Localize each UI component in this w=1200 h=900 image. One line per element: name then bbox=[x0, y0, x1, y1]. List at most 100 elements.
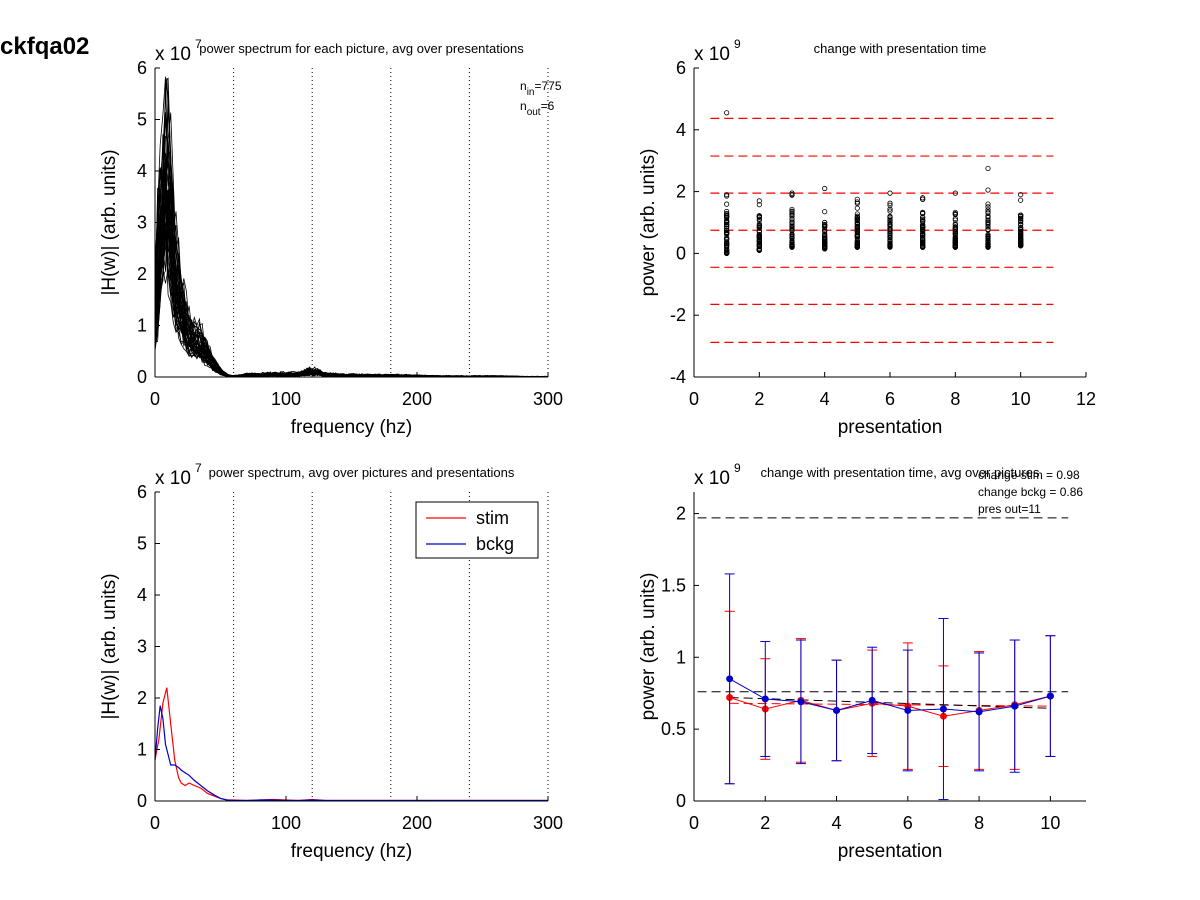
presentation-point bbox=[756, 217, 762, 223]
presentation-point bbox=[985, 204, 991, 210]
presentation-point bbox=[756, 224, 762, 230]
picture-spectrum-trace bbox=[154, 157, 548, 378]
presentation-point-max bbox=[756, 198, 762, 204]
presentation-point-min bbox=[952, 244, 958, 250]
presentation-point bbox=[985, 234, 991, 240]
panel-title: power spectrum, avg over pictures and pr… bbox=[209, 465, 515, 480]
picture-spectrum-trace bbox=[154, 137, 548, 378]
presentation-point bbox=[1018, 240, 1024, 246]
picture-spectrum-trace bbox=[154, 206, 549, 378]
presentation-point bbox=[789, 216, 795, 223]
y-tick-label: 4 bbox=[137, 585, 147, 605]
mean-point-bckg bbox=[726, 675, 734, 683]
picture-spectrum-trace bbox=[154, 76, 549, 378]
picture-spectrum-trace bbox=[154, 231, 548, 378]
mean-point-bckg bbox=[1046, 692, 1054, 700]
picture-spectrum-peak-trace bbox=[154, 78, 548, 377]
picture-spectrum-trace bbox=[154, 135, 549, 378]
presentation-point bbox=[789, 223, 795, 229]
panel-power-spectrum-avg: 0 100 200 300 0 1 2 3 4 5 6 frequency (hz) |H(w)| (a… bbox=[99, 461, 563, 862]
presentation-point bbox=[920, 218, 926, 224]
panel-title: power spectrum for each picture, avg ove… bbox=[199, 41, 524, 56]
spectrum-line-stim bbox=[154, 687, 548, 802]
presentation-point bbox=[887, 214, 893, 220]
presentation-point bbox=[724, 214, 730, 221]
x-axis-label: presentation bbox=[838, 417, 943, 438]
x-tick-label: 2 bbox=[760, 813, 770, 833]
y-tick-label: 3 bbox=[137, 637, 147, 657]
y-tick-label: -4 bbox=[670, 367, 686, 387]
axis-exponent: x 10 bbox=[155, 44, 191, 65]
y-tick-label: 1 bbox=[137, 316, 147, 336]
mean-point-bckg bbox=[939, 705, 947, 713]
presentation-point bbox=[789, 233, 795, 239]
presentation-point bbox=[789, 213, 795, 219]
y-tick-label: 0 bbox=[137, 367, 147, 387]
presentation-point bbox=[724, 230, 730, 236]
presentation-point bbox=[724, 236, 730, 242]
y-axis-label: |H(w)| (arb. units) bbox=[99, 149, 120, 295]
picture-spectrum-trace bbox=[154, 222, 549, 378]
presentation-point-min bbox=[854, 244, 860, 250]
presentation-point-max bbox=[789, 190, 795, 196]
presentation-point bbox=[789, 235, 795, 241]
mean-point-bckg bbox=[904, 706, 912, 714]
picture-spectrum-trace bbox=[154, 114, 549, 378]
presentation-point bbox=[756, 238, 762, 245]
presentation-point bbox=[920, 232, 926, 239]
x-tick-label: 0 bbox=[689, 389, 699, 409]
picture-spectrum-trace bbox=[154, 102, 549, 378]
presentation-point-max bbox=[887, 190, 893, 196]
y-axis-label: |H(w)| (arb. units) bbox=[99, 573, 120, 719]
presentation-point-min bbox=[887, 244, 893, 250]
y-tick-label: 2 bbox=[676, 504, 686, 524]
presentation-point bbox=[920, 231, 926, 237]
axis-exponent: x 10 bbox=[155, 468, 191, 489]
presentation-point bbox=[854, 213, 860, 219]
picture-spectrum-trace bbox=[154, 198, 549, 378]
presentation-point bbox=[724, 227, 730, 233]
presentation-point-min bbox=[985, 244, 991, 250]
picture-spectrum-trace bbox=[154, 212, 548, 378]
presentation-point bbox=[854, 215, 860, 221]
presentation-point bbox=[887, 230, 893, 236]
presentation-point bbox=[789, 192, 795, 198]
presentation-point bbox=[887, 200, 893, 206]
presentation-point bbox=[724, 218, 730, 224]
x-tick-label: 200 bbox=[402, 813, 432, 833]
presentation-point bbox=[724, 221, 730, 227]
presentation-point bbox=[854, 225, 860, 231]
x-tick-label: 100 bbox=[271, 389, 301, 409]
presentation-point bbox=[789, 220, 795, 226]
presentation-point bbox=[920, 238, 926, 244]
x-axis-label: frequency (hz) bbox=[291, 841, 412, 862]
presentation-point bbox=[1018, 228, 1024, 234]
presentation-point-min bbox=[920, 244, 926, 250]
y-tick-label: 2 bbox=[137, 688, 147, 708]
presentation-point bbox=[887, 222, 893, 228]
presentation-point bbox=[952, 236, 958, 242]
y-axis-label: power (arb. units) bbox=[638, 149, 659, 297]
n-out-value: =6 bbox=[541, 99, 555, 113]
presentation-point bbox=[822, 243, 828, 249]
x-tick-label: 6 bbox=[885, 389, 895, 409]
presentation-point bbox=[952, 215, 958, 222]
n-in-value: =775 bbox=[534, 79, 561, 93]
x-tick-label: 200 bbox=[402, 389, 432, 409]
y-tick-label: 4 bbox=[676, 120, 686, 140]
presentation-point bbox=[756, 235, 762, 241]
y-tick-label: 6 bbox=[137, 58, 147, 78]
presentation-point bbox=[1018, 212, 1024, 219]
n-out-subscript: out bbox=[527, 107, 541, 118]
presentation-point bbox=[854, 233, 860, 239]
presentation-point bbox=[952, 233, 958, 240]
y-tick-label: 1 bbox=[676, 647, 686, 667]
presentation-point bbox=[887, 202, 893, 208]
presentation-point bbox=[1018, 215, 1024, 222]
presentation-point bbox=[985, 213, 991, 219]
picture-spectrum-trace bbox=[154, 193, 549, 378]
mean-point-bckg bbox=[797, 698, 805, 706]
y-tick-label: 5 bbox=[137, 110, 147, 130]
presentation-point bbox=[952, 217, 958, 223]
